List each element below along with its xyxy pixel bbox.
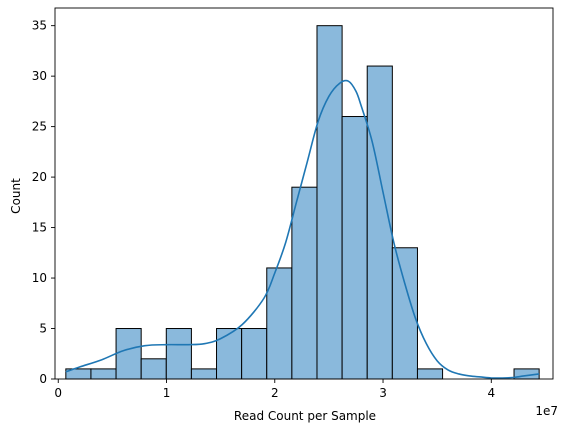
y-tick-label: 35: [32, 19, 47, 33]
kde-curve: [65, 79, 540, 379]
plot-frame: [54, 7, 554, 380]
histogram-bar: [115, 328, 142, 380]
histogram-bar: [241, 328, 268, 380]
y-tick-label: 0: [39, 372, 47, 386]
y-tick-label: 20: [32, 170, 47, 184]
histogram-bar: [140, 358, 167, 380]
y-tick-label: 15: [32, 221, 47, 235]
x-tick-label: 1: [163, 386, 171, 400]
histogram-bar: [316, 25, 343, 380]
x-axis-label: Read Count per Sample: [234, 409, 376, 423]
histogram-bar: [291, 186, 318, 380]
x-tick-label: 3: [379, 386, 387, 400]
x-tick-label: 2: [271, 386, 279, 400]
y-tick-label: 5: [39, 322, 47, 336]
histogram-bar: [416, 368, 444, 380]
y-tick-label: 10: [32, 271, 47, 285]
y-tick-label: 25: [32, 120, 47, 134]
axes: 0 1 2 3 4 0 5 10 15 20 25 30 35: [32, 7, 554, 400]
histogram-bar: [216, 328, 243, 380]
x-axis-offset-label: 1e7: [535, 404, 558, 418]
x-tick-label: 4: [487, 386, 495, 400]
y-tick-label: 30: [32, 69, 47, 83]
x-tick-label: 0: [54, 386, 62, 400]
histogram-bar: [190, 368, 218, 380]
y-axis-label: Count: [9, 178, 23, 214]
histogram-bar: [90, 368, 117, 380]
histogram-bars: [65, 25, 540, 380]
histogram-bar: [165, 328, 192, 380]
histogram-bar: [341, 116, 368, 380]
